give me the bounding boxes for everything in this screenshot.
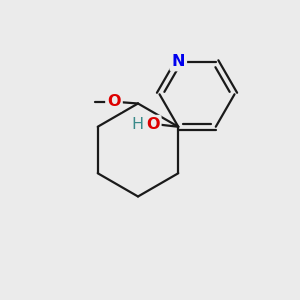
Text: H: H bbox=[132, 117, 144, 132]
Text: O: O bbox=[146, 117, 160, 132]
Text: O: O bbox=[107, 94, 121, 110]
Text: N: N bbox=[172, 54, 185, 69]
